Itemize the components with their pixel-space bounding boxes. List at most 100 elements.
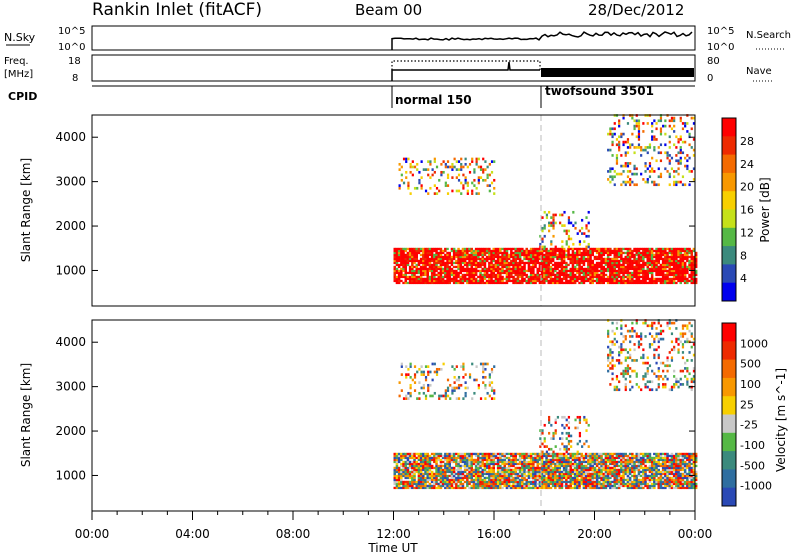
echo-cell [692, 482, 696, 486]
echo-cell [679, 257, 682, 261]
echo-cell [505, 265, 509, 269]
echo-cell [433, 460, 436, 464]
echo-cell [462, 184, 465, 187]
echo-cell [496, 267, 500, 271]
echo-cell [569, 454, 572, 458]
echo-cell [397, 486, 401, 490]
echo-cell [411, 277, 414, 281]
echo-cell [433, 275, 436, 279]
echo-cell [488, 257, 491, 261]
echo-cell [672, 462, 676, 466]
echo-cell [670, 263, 674, 267]
echo-cell [457, 460, 460, 464]
echo-cell [481, 261, 484, 265]
echo-cell [539, 242, 542, 246]
echo-cell [650, 460, 654, 464]
echo-cell [430, 273, 434, 277]
echo-cell [606, 480, 610, 484]
echo-cell [499, 476, 502, 480]
echo-cell [582, 249, 586, 253]
echo-cell [512, 460, 515, 464]
echo-cell [525, 279, 528, 283]
echo-cell [646, 122, 649, 125]
echo-cell [505, 472, 509, 476]
echo-cell [461, 265, 465, 269]
echo-cell [640, 172, 643, 176]
echo-cell [468, 468, 471, 472]
echo-cell [653, 484, 656, 488]
echo-cell [604, 464, 608, 468]
echo-cell [653, 456, 656, 460]
echo-cell [554, 480, 557, 484]
echo-cell [688, 456, 691, 460]
echo-cell [549, 460, 553, 464]
echo-cell [413, 281, 416, 285]
echo-cell [655, 456, 658, 460]
echo-cell [444, 257, 447, 261]
echo-cell [556, 460, 559, 464]
echo-cell [683, 249, 687, 253]
echo-cell [558, 273, 561, 277]
echo-cell [637, 259, 641, 263]
echo-cell [648, 271, 652, 275]
echo-cell [626, 480, 630, 484]
echo-cell [435, 476, 438, 480]
echo-cell [554, 482, 557, 486]
echo-cell [639, 251, 643, 255]
echo-cell [481, 472, 484, 476]
echo-cell [628, 275, 632, 279]
echo-cell [503, 466, 506, 470]
echo-cell [529, 486, 533, 490]
echo-cell [503, 472, 506, 476]
echo-cell [406, 277, 410, 281]
echo-cell [543, 478, 546, 482]
echo-cell [481, 452, 484, 456]
echo-cell [527, 265, 531, 269]
echo-cell [545, 273, 548, 277]
echo-cell [475, 192, 478, 195]
echo-cell [677, 454, 680, 458]
echo-cell [622, 247, 625, 251]
echo-cell [518, 470, 522, 474]
echo-cell [668, 154, 671, 157]
colorbar-segment [722, 264, 736, 284]
echo-cell [510, 486, 513, 490]
echo-cell [466, 271, 469, 275]
echo-cell [666, 251, 669, 255]
echo-cell [466, 277, 469, 281]
echo-cell [672, 273, 676, 277]
echo-cell [578, 486, 581, 490]
echo-cell [424, 482, 427, 486]
echo-cell [512, 277, 515, 281]
echo-cell [485, 456, 489, 460]
echo-cell [626, 474, 630, 478]
echo-cell [536, 275, 539, 279]
echo-cell [679, 281, 682, 285]
echo-cell [466, 189, 469, 193]
echo-cell [558, 472, 561, 476]
echo-cell [609, 167, 612, 171]
echo-cell [435, 452, 438, 456]
echo-cell [439, 460, 443, 464]
echo-cell [556, 452, 559, 456]
echo-cell [428, 257, 432, 261]
echo-cell [683, 474, 687, 478]
echo-cell [556, 263, 559, 267]
echo-cell [635, 484, 638, 488]
echo-cell [551, 476, 555, 480]
echo-cell [395, 464, 399, 468]
echo-cell [573, 470, 577, 474]
echo-cell [494, 259, 498, 263]
echo-cell [622, 454, 625, 458]
echo-cell [492, 275, 495, 279]
echo-cell [664, 470, 667, 474]
echo-cell [635, 183, 638, 187]
echo-cell [514, 480, 517, 484]
echo-cell [686, 462, 689, 466]
echo-cell [405, 157, 408, 161]
echo-cell [510, 478, 513, 482]
echo-cell [624, 151, 627, 155]
echo-cell [397, 460, 401, 464]
echo-cell [486, 165, 489, 169]
echo-cell [551, 281, 555, 285]
